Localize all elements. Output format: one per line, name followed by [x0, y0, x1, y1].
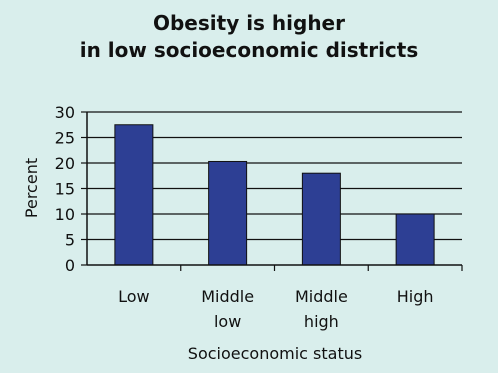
- x-tick-label: High: [397, 287, 434, 306]
- y-axis-title: Percent: [22, 158, 41, 218]
- y-tick-label: 30: [55, 103, 75, 122]
- y-tick-label: 10: [55, 205, 75, 224]
- axes: [81, 111, 463, 271]
- x-tick-label: Low: [118, 287, 150, 306]
- bar-2: [301, 172, 341, 266]
- x-tick-label: Middle: [295, 287, 348, 306]
- bar-1: [208, 160, 248, 266]
- y-tick-label: 5: [65, 231, 75, 250]
- chart-title-line-1: Obesity is higher: [152, 11, 345, 35]
- x-axis-title: Socioeconomic status: [188, 344, 362, 363]
- y-tick-label: 20: [55, 154, 75, 173]
- bars: [114, 124, 435, 266]
- chart-title-line-2: in low socioeconomic districts: [79, 38, 419, 62]
- y-tick-label: 25: [55, 129, 75, 148]
- y-tick-labels: 0 5 10 15 20 25 30: [55, 103, 75, 275]
- x-tick-labels: Low Middle low Middle high High: [118, 287, 433, 331]
- x-tick-label: low: [214, 312, 241, 331]
- x-tick-label: high: [304, 312, 339, 331]
- y-tick-label: 0: [65, 256, 75, 275]
- bar-0: [114, 124, 154, 266]
- x-tick-label: Middle: [201, 287, 254, 306]
- y-tick-label: 15: [55, 180, 75, 199]
- bar-3: [395, 213, 435, 266]
